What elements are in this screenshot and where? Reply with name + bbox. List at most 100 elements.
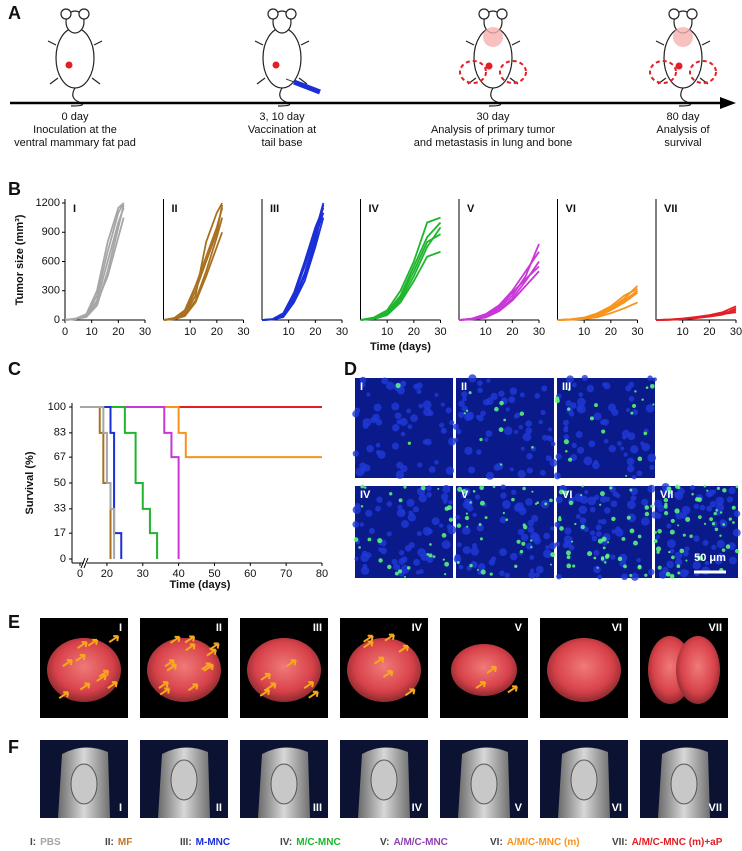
nucleus (418, 403, 424, 409)
survival-line (89, 406, 159, 559)
nucleus (541, 385, 548, 392)
metastasis-arrow (373, 656, 385, 665)
green-signal (682, 533, 686, 537)
x-tick-label: 30 (237, 326, 249, 338)
legend-entry: II: MF (105, 837, 132, 848)
green-signal (649, 383, 655, 389)
green-signal (567, 388, 571, 392)
nucleus (360, 382, 366, 388)
needle (285, 78, 295, 83)
nucleus (457, 542, 462, 548)
bone-circle (689, 60, 717, 84)
legend-entry: I: PBS (30, 837, 61, 848)
green-signal (676, 564, 681, 569)
x-tick-label: 20 (309, 326, 321, 338)
green-signal (703, 522, 707, 525)
nucleus (593, 565, 601, 574)
y-tick-label: 83 (54, 427, 66, 439)
nucleus (525, 420, 533, 428)
nucleus (362, 422, 369, 429)
nucleus (375, 442, 381, 448)
x-tick-label: 50 (208, 568, 220, 580)
panel-label: A (8, 3, 21, 23)
nucleus (406, 408, 411, 414)
green-signal (567, 407, 571, 411)
x-tick-label: 30 (631, 326, 643, 338)
metastasis-arrow (475, 681, 487, 689)
nucleus (518, 424, 524, 430)
nucleus (418, 494, 427, 503)
tile-label: VI (612, 622, 622, 634)
x-tick-label: 30 (139, 326, 151, 338)
green-signal (503, 418, 507, 422)
tile-label: III (313, 802, 322, 814)
nucleus (666, 523, 672, 529)
nucleus (468, 466, 476, 474)
green-signal (668, 550, 671, 554)
green-signal (563, 439, 569, 445)
x-tick-label: 0 (62, 326, 68, 338)
bone-head (170, 759, 198, 801)
legend-prefix: V: (380, 837, 389, 848)
nucleus (543, 532, 551, 540)
green-signal (665, 571, 671, 577)
nucleus (499, 516, 507, 524)
data-line (655, 307, 737, 321)
nucleus (597, 574, 603, 580)
green-signal (378, 558, 383, 563)
nucleus (527, 526, 535, 533)
nucleus (455, 514, 461, 520)
nucleus (583, 526, 589, 533)
nucleus (566, 375, 574, 384)
nucleus (434, 392, 439, 397)
nucleus (368, 527, 375, 534)
green-signal (484, 516, 488, 520)
green-signal (698, 515, 702, 519)
nucleus (597, 519, 602, 524)
nucleus (658, 570, 668, 579)
nucleus (595, 524, 602, 531)
nucleus (607, 403, 617, 412)
nucleus (407, 513, 416, 522)
nucleus (422, 400, 432, 410)
nucleus (515, 412, 521, 418)
green-signal (621, 536, 626, 541)
green-signal (601, 429, 606, 434)
mouse-icon (465, 8, 521, 107)
panel-label: D (344, 359, 357, 379)
nucleus (677, 487, 685, 496)
nucleus (652, 377, 657, 382)
nucleus (440, 427, 447, 434)
green-signal (653, 530, 657, 534)
green-signal (456, 523, 462, 528)
green-signal (566, 563, 572, 569)
nucleus (399, 417, 408, 426)
nucleus (543, 549, 552, 559)
metastasis-arrow (107, 681, 118, 689)
green-signal (550, 563, 553, 566)
lung-metastasis (483, 27, 503, 47)
nucleus (464, 498, 473, 507)
green-signal (397, 569, 403, 574)
nucleus (706, 505, 713, 512)
green-signal (479, 537, 483, 541)
nucleus (655, 534, 661, 540)
nucleus (510, 552, 518, 561)
nucleus (579, 517, 587, 525)
x-tick-label: 20 (605, 326, 617, 338)
mouse-legs (254, 40, 310, 85)
green-signal (479, 437, 483, 442)
microscopy-tile (557, 378, 655, 478)
green-signal (465, 409, 469, 412)
event-text: survival (664, 137, 701, 149)
legend-prefix: VI: (490, 837, 503, 848)
green-signal (732, 521, 735, 524)
nucleus (555, 453, 562, 460)
nucleus (627, 513, 637, 523)
nucleus (610, 554, 616, 560)
panel-label: B (8, 179, 21, 199)
data-line (557, 290, 639, 321)
nucleus (441, 540, 451, 550)
metastasis-arrow (159, 687, 171, 696)
